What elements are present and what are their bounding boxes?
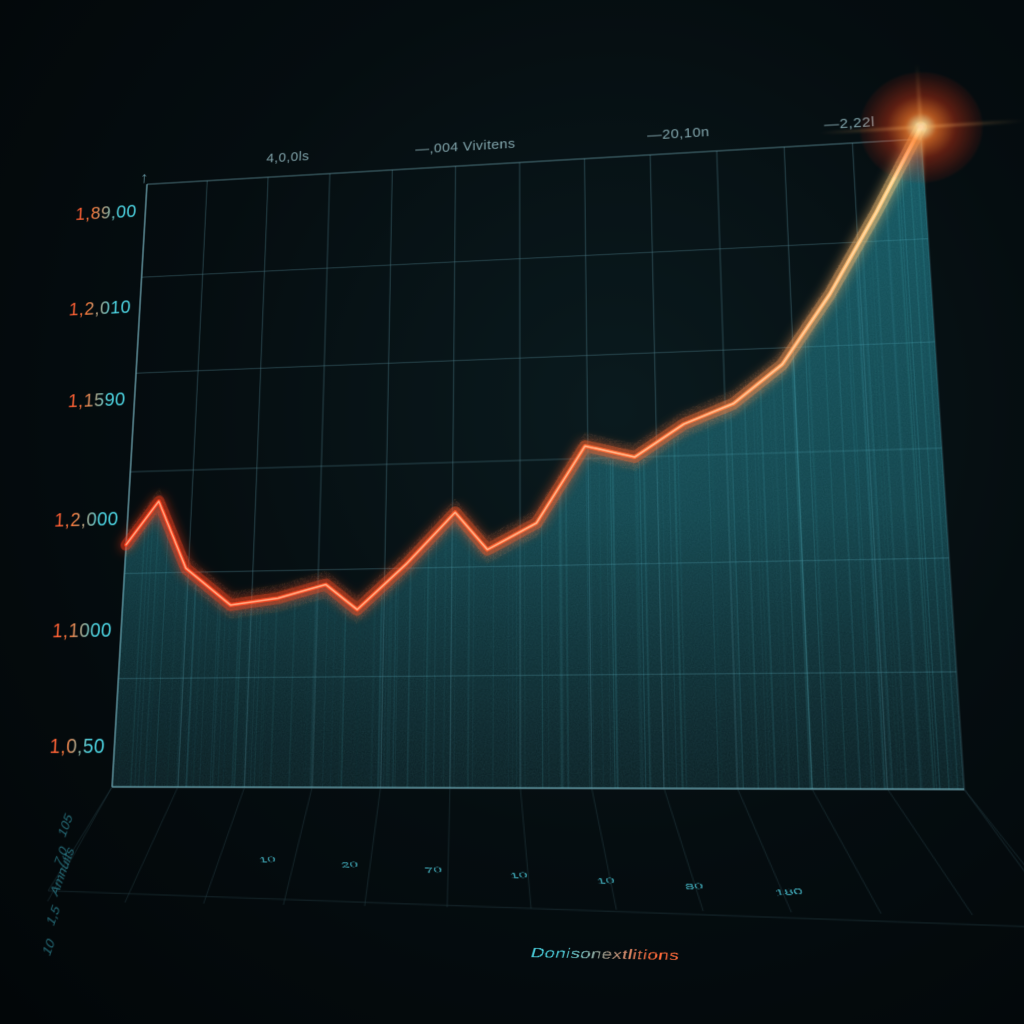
- y-tick-label: 1,2,000: [54, 509, 119, 532]
- legend-label: 4,0,0ls: [266, 149, 309, 166]
- y-tick-label: 1,89,00: [75, 202, 138, 225]
- x-tick-label: 10: [596, 876, 616, 886]
- y-tick-label: 1,1590: [67, 390, 126, 413]
- chart-svg: [110, 139, 967, 834]
- chart-container: ↑ 1,89,00 1,2,010 1,1590 1,2,000 1,1000 1,0,5…: [0, 0, 1024, 1024]
- side-label: 105: [55, 810, 75, 840]
- x-tick-label: 70: [424, 865, 443, 875]
- area-texture: [112, 127, 964, 789]
- y-tick-label: 1,0,50: [49, 735, 106, 758]
- chart-plot-area: ↑ 1,89,001,2,0101,15901,2,0001,10001,0,5…: [110, 139, 967, 834]
- floor-grid: [47, 787, 1024, 928]
- legend-label: —20,10n: [647, 124, 710, 143]
- side-label: 10: [40, 935, 57, 959]
- legend-label: —,004 Vivitens: [415, 136, 515, 157]
- side-label: 1,5: [44, 901, 63, 928]
- y-tick-label: 1,1000: [51, 620, 112, 643]
- x-axis-title: Donisonextlitions: [529, 946, 680, 964]
- x-tick-label: 20: [340, 860, 359, 870]
- x-tick-label: 180: [774, 887, 804, 898]
- y-axis-arrow-icon: ↑: [140, 169, 149, 187]
- x-tick-label: 10: [509, 870, 529, 880]
- y-tick-label: 1,2,010: [68, 297, 131, 320]
- legend-label: —2,22l: [824, 114, 875, 133]
- x-tick-label: 10: [258, 855, 277, 865]
